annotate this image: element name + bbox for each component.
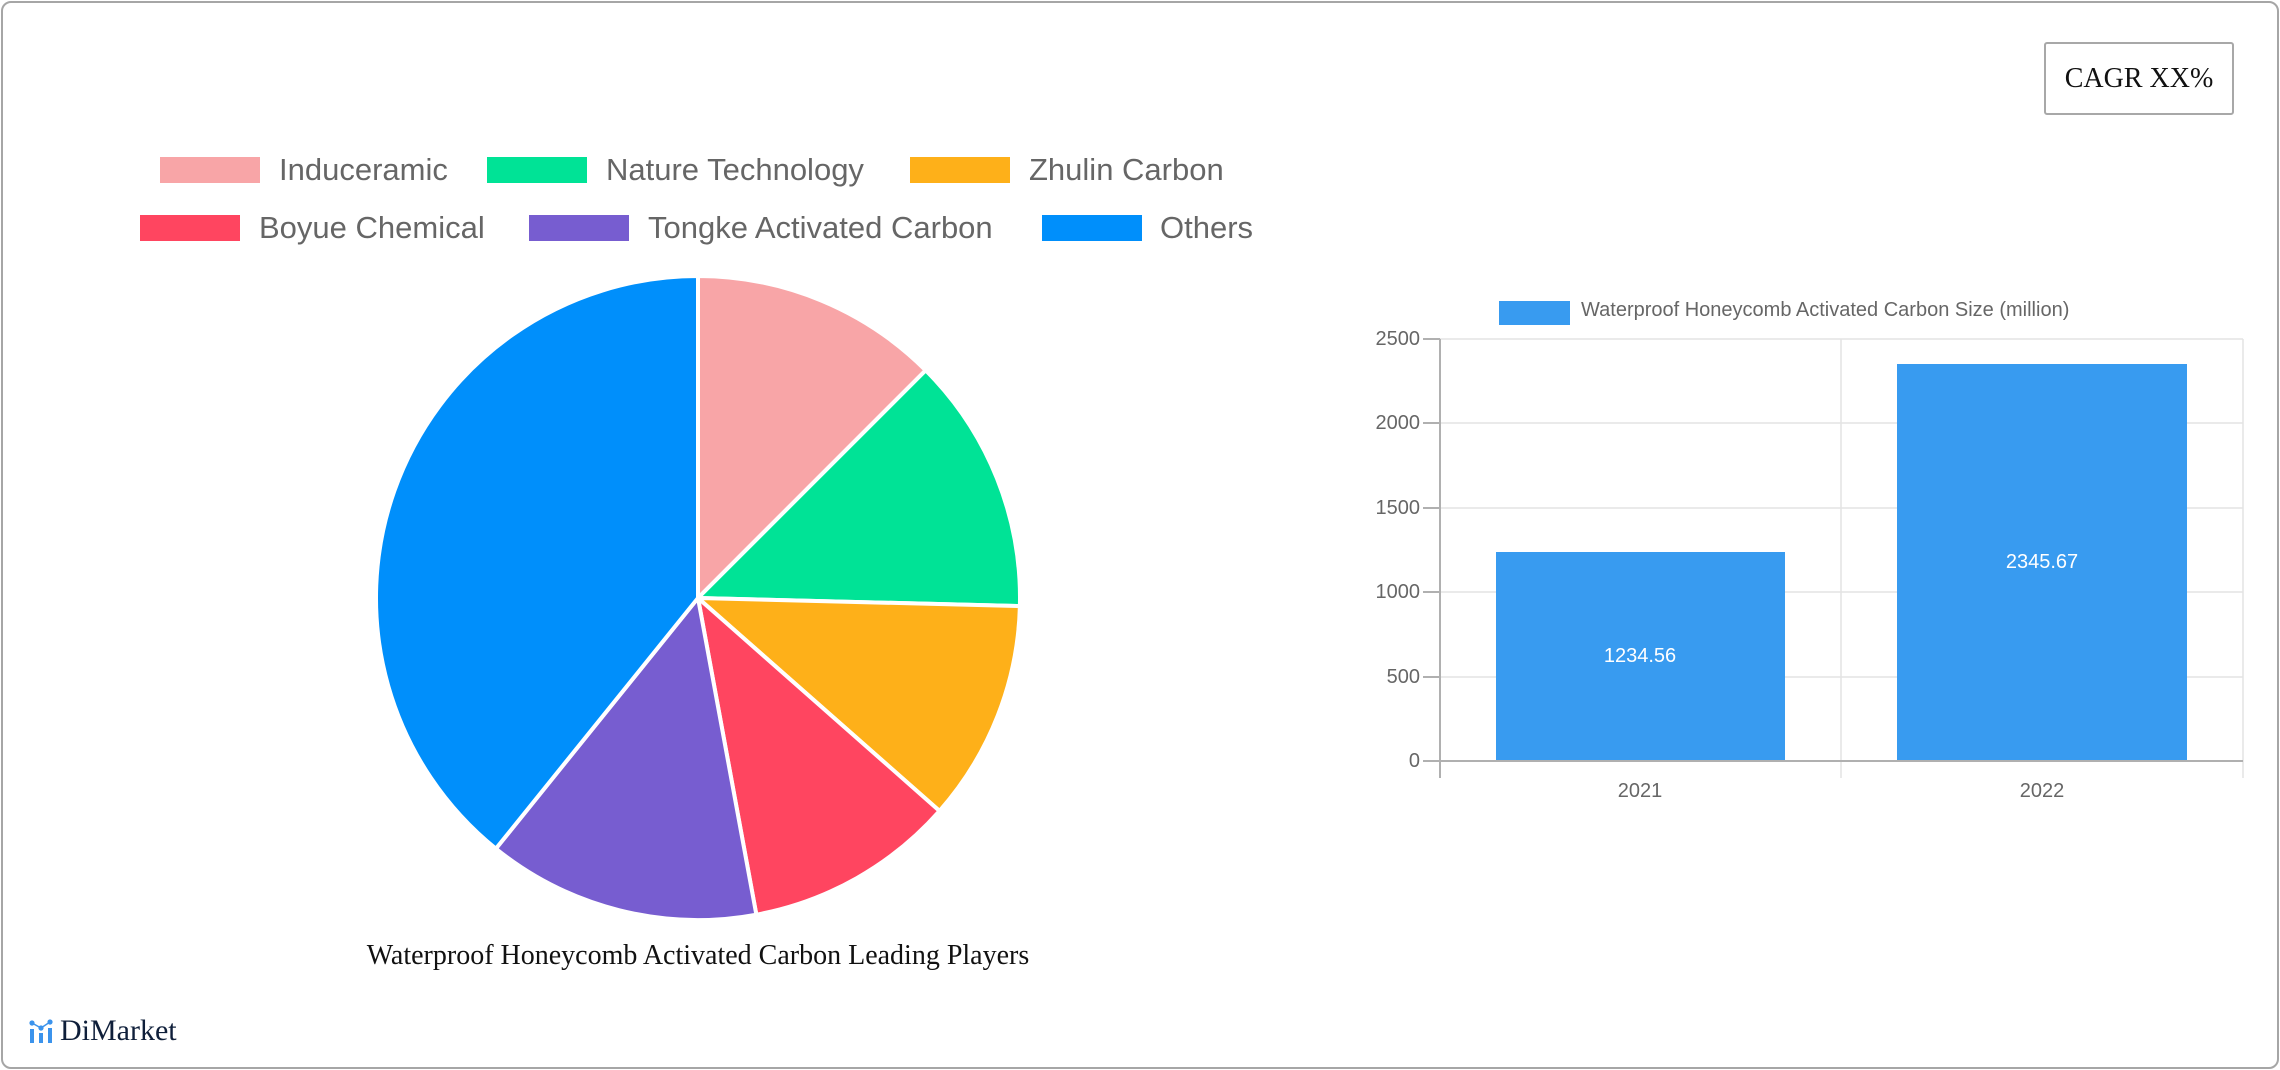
legend-label-boyue-chemical[interactable]: Boyue Chemical bbox=[259, 210, 485, 245]
legend-label-others[interactable]: Others bbox=[1160, 210, 1254, 245]
dimarket-logo-icon bbox=[29, 1019, 53, 1043]
pie-slice-zhulin-carbon[interactable] bbox=[692, 595, 1022, 814]
legend-swatch-tongke-activated-carbon[interactable] bbox=[529, 215, 629, 241]
legend-swatch-nature-technology[interactable] bbox=[487, 157, 587, 183]
y-tick-0: 0 bbox=[1408, 750, 1420, 772]
bar-value-label-2021: 1234.56 bbox=[1603, 645, 1677, 667]
bar-value-label-2022: 2345.67 bbox=[2005, 551, 2079, 573]
pie-slice-tongke-activated-carbon[interactable] bbox=[493, 593, 759, 922]
cagr-badge: CAGR XX% bbox=[2044, 42, 2234, 115]
bar-2021[interactable] bbox=[1496, 552, 1785, 761]
y-tick-1000: 1000 bbox=[1375, 581, 1421, 603]
legend-label-nature-technology[interactable]: Nature Technology bbox=[606, 152, 864, 187]
legend-swatch-induceramic[interactable] bbox=[160, 157, 260, 183]
legend-label-tongke-activated-carbon[interactable]: Tongke Activated Carbon bbox=[648, 210, 993, 245]
bar-legend-swatch[interactable] bbox=[1499, 301, 1570, 325]
dimarket-logo[interactable]: DiMarket bbox=[28, 1016, 177, 1046]
legend-swatch-boyue-chemical[interactable] bbox=[140, 215, 240, 241]
legend-swatch-zhulin-carbon[interactable] bbox=[910, 157, 1010, 183]
legend-swatch-others[interactable] bbox=[1042, 215, 1142, 241]
legend-label-zhulin-carbon[interactable]: Zhulin Carbon bbox=[1029, 152, 1224, 187]
pie-slices bbox=[374, 273, 1022, 922]
y-tick-1500: 1500 bbox=[1375, 497, 1421, 519]
pie-slice-boyue-chemical[interactable] bbox=[694, 592, 943, 917]
y-tick-500: 500 bbox=[1386, 666, 1420, 688]
y-tick-2500: 2500 bbox=[1375, 328, 1421, 350]
pie-slice-induceramic[interactable] bbox=[696, 273, 929, 603]
pie-slice-others[interactable] bbox=[374, 273, 700, 852]
dimarket-logo-text: DiMarket bbox=[60, 1014, 177, 1047]
bar-axes bbox=[1423, 338, 2243, 778]
bar-2022[interactable] bbox=[1897, 364, 2187, 761]
x-tick-2022: 2022 bbox=[2019, 780, 2065, 802]
legend-label-induceramic[interactable]: Induceramic bbox=[279, 152, 448, 187]
y-tick-2000: 2000 bbox=[1375, 412, 1421, 434]
cagr-label: CAGR XX% bbox=[2064, 62, 2214, 94]
x-tick-2021: 2021 bbox=[1617, 780, 1663, 802]
bar-legend-label[interactable]: Waterproof Honeycomb Activated Carbon Si… bbox=[1581, 299, 2070, 321]
pie-chart-title: Waterproof Honeycomb Activated Carbon Le… bbox=[366, 940, 1030, 971]
pie-slice-nature-technology[interactable] bbox=[693, 367, 1022, 609]
